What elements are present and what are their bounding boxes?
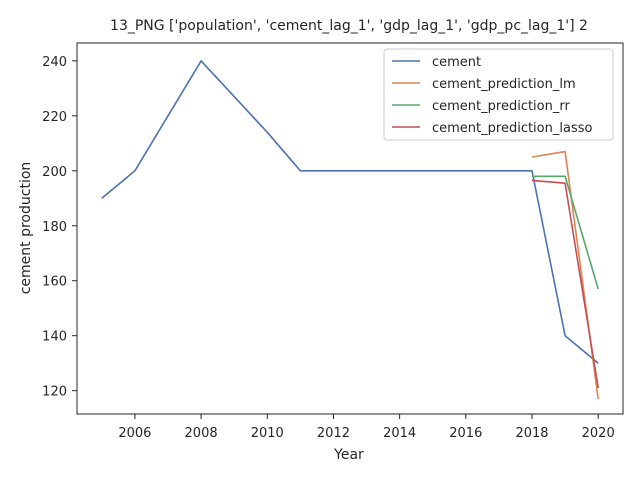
y-tick-label: 200 xyxy=(42,165,67,180)
x-tick-label: 2012 xyxy=(317,426,350,441)
x-tick-label: 2006 xyxy=(118,426,151,441)
x-tick-label: 2016 xyxy=(449,426,482,441)
y-axis-title: cement production xyxy=(18,162,34,295)
legend-label: cement_prediction_lm xyxy=(432,77,576,92)
y-tick-label: 220 xyxy=(42,110,67,125)
x-tick-label: 2014 xyxy=(383,426,416,441)
y-axis: 120 140 160 180 200 220 240 xyxy=(42,55,77,400)
series-line-cement_prediction_lasso xyxy=(531,179,599,389)
series-line-cement_prediction_rr xyxy=(532,175,599,290)
y-tick-label: 240 xyxy=(42,55,67,70)
x-tick-label: 2018 xyxy=(515,426,548,441)
legend: cement cement_prediction_lm cement_predict… xyxy=(383,48,614,141)
x-tick-label: 2008 xyxy=(185,426,218,441)
legend-label: cement_prediction_rr xyxy=(432,99,570,114)
y-tick-label: 140 xyxy=(42,330,67,345)
plot-frame xyxy=(76,42,624,415)
y-tick-label: 120 xyxy=(42,385,67,400)
y-tick-label: 180 xyxy=(42,220,67,235)
legend-label: cement xyxy=(432,55,481,70)
x-axis-title: Year xyxy=(333,447,364,463)
legend-label: cement_prediction_lasso xyxy=(432,121,592,136)
plot-area xyxy=(76,42,624,415)
x-tick-label: 2020 xyxy=(582,426,615,441)
series-line-cement_prediction_lm xyxy=(531,150,599,400)
x-axis: 2006 2008 2010 2012 2014 2016 2018 2020 xyxy=(118,414,615,441)
chart-title: 13_PNG ['population', 'cement_lag_1', 'g… xyxy=(110,18,588,34)
y-tick-label: 160 xyxy=(42,275,67,290)
legend-box xyxy=(383,48,614,141)
series-line-cement xyxy=(101,60,599,364)
x-tick-label: 2010 xyxy=(251,426,284,441)
